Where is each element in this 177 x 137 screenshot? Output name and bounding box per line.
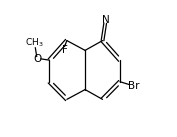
Text: N: N bbox=[102, 15, 110, 25]
Text: Br: Br bbox=[128, 81, 139, 91]
Text: O: O bbox=[33, 54, 41, 64]
Text: CH$_3$: CH$_3$ bbox=[25, 36, 44, 49]
Text: F: F bbox=[62, 45, 67, 55]
